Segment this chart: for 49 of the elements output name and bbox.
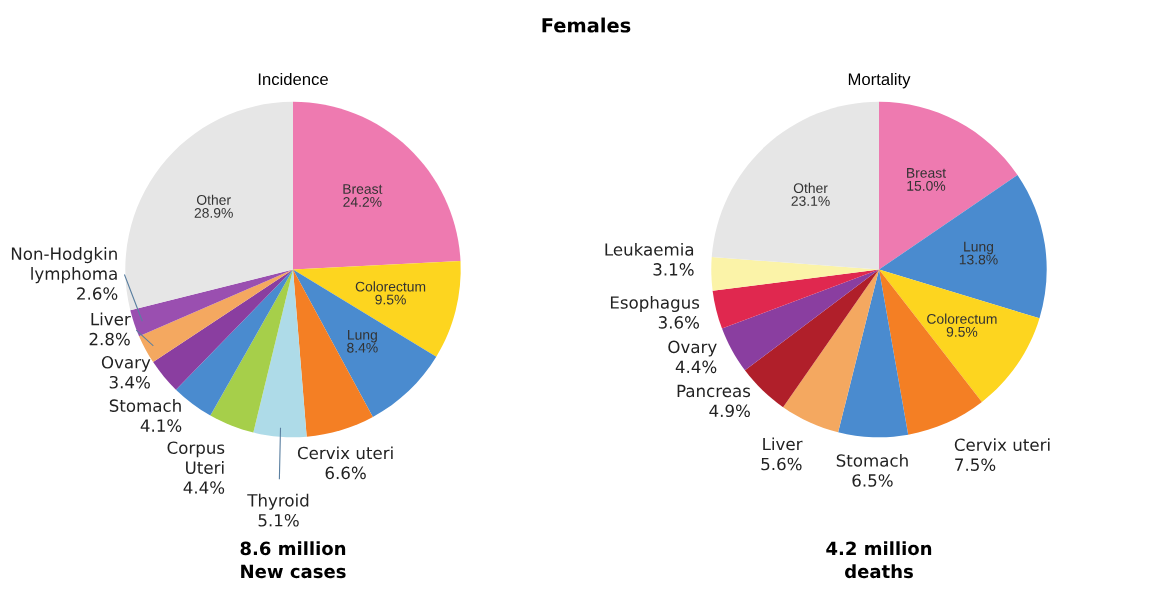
data-label: 5.1% [258,513,299,527]
data-label: 6.6% [325,466,366,480]
slice-label: Cervix uteri [954,438,1050,452]
slice-label: Stomach [836,453,908,467]
slice-label: Stomach [109,399,181,412]
data-label: 4.9% [709,404,750,418]
slice-label: Corpus Uteri [167,441,225,474]
slice-label: Leukaemia [605,242,694,256]
data-label: 3.6% [658,316,700,329]
slice-label: Other [793,182,828,194]
data-label: 2.6% [77,287,118,300]
slice-label: Colorectum [355,281,426,292]
chart-title: Mortality [848,72,911,89]
data-label: 5.6% [761,457,802,471]
slice-label: Ovary [101,356,151,372]
slice-label: Non-Hodgkin lymphoma [11,247,117,284]
data-label: 4.4% [183,481,225,494]
data-label: 4.1% [140,419,182,432]
slice-label: Pancreas [677,384,751,398]
data-label: 7.5% [955,458,996,471]
slice-label: Lung [348,330,377,343]
slice-label: Liver [91,312,131,326]
data-label: 3.1% [653,263,694,276]
data-label: 3.4% [109,375,150,389]
data-label: 23.1% [791,196,830,206]
data-label: 28.9% [194,207,233,218]
text: 8.6 million New cases [240,541,346,579]
slice-label: Lung [964,241,994,255]
chart-title: Incidence [258,72,328,86]
data-label: 9.5% [946,326,978,337]
slice-label: Thyroid [247,493,309,510]
data-label: 9.5% [375,294,406,305]
slice-label: Other [196,194,231,205]
data-label: 8.4% [347,342,378,353]
text: Females [542,17,631,33]
slice-label: Liver [763,437,803,451]
data-label: 4.4% [675,360,717,374]
slice-label: Breast [343,184,383,194]
data-label: 6.5% [852,474,893,487]
data-label: 24.2% [343,196,382,207]
slice-label: Breast [907,168,946,178]
data-label: 13.8% [959,254,998,265]
slice-label: Esophagus [610,295,700,313]
slice-label: Cervix uteri [297,446,393,460]
data-label: 15.0% [907,180,946,191]
data-label: 2.8% [89,332,130,346]
text: 4.2 million deaths [826,541,932,579]
slice-label: Colorectum [927,313,997,324]
slice-label: Ovary [668,340,717,357]
